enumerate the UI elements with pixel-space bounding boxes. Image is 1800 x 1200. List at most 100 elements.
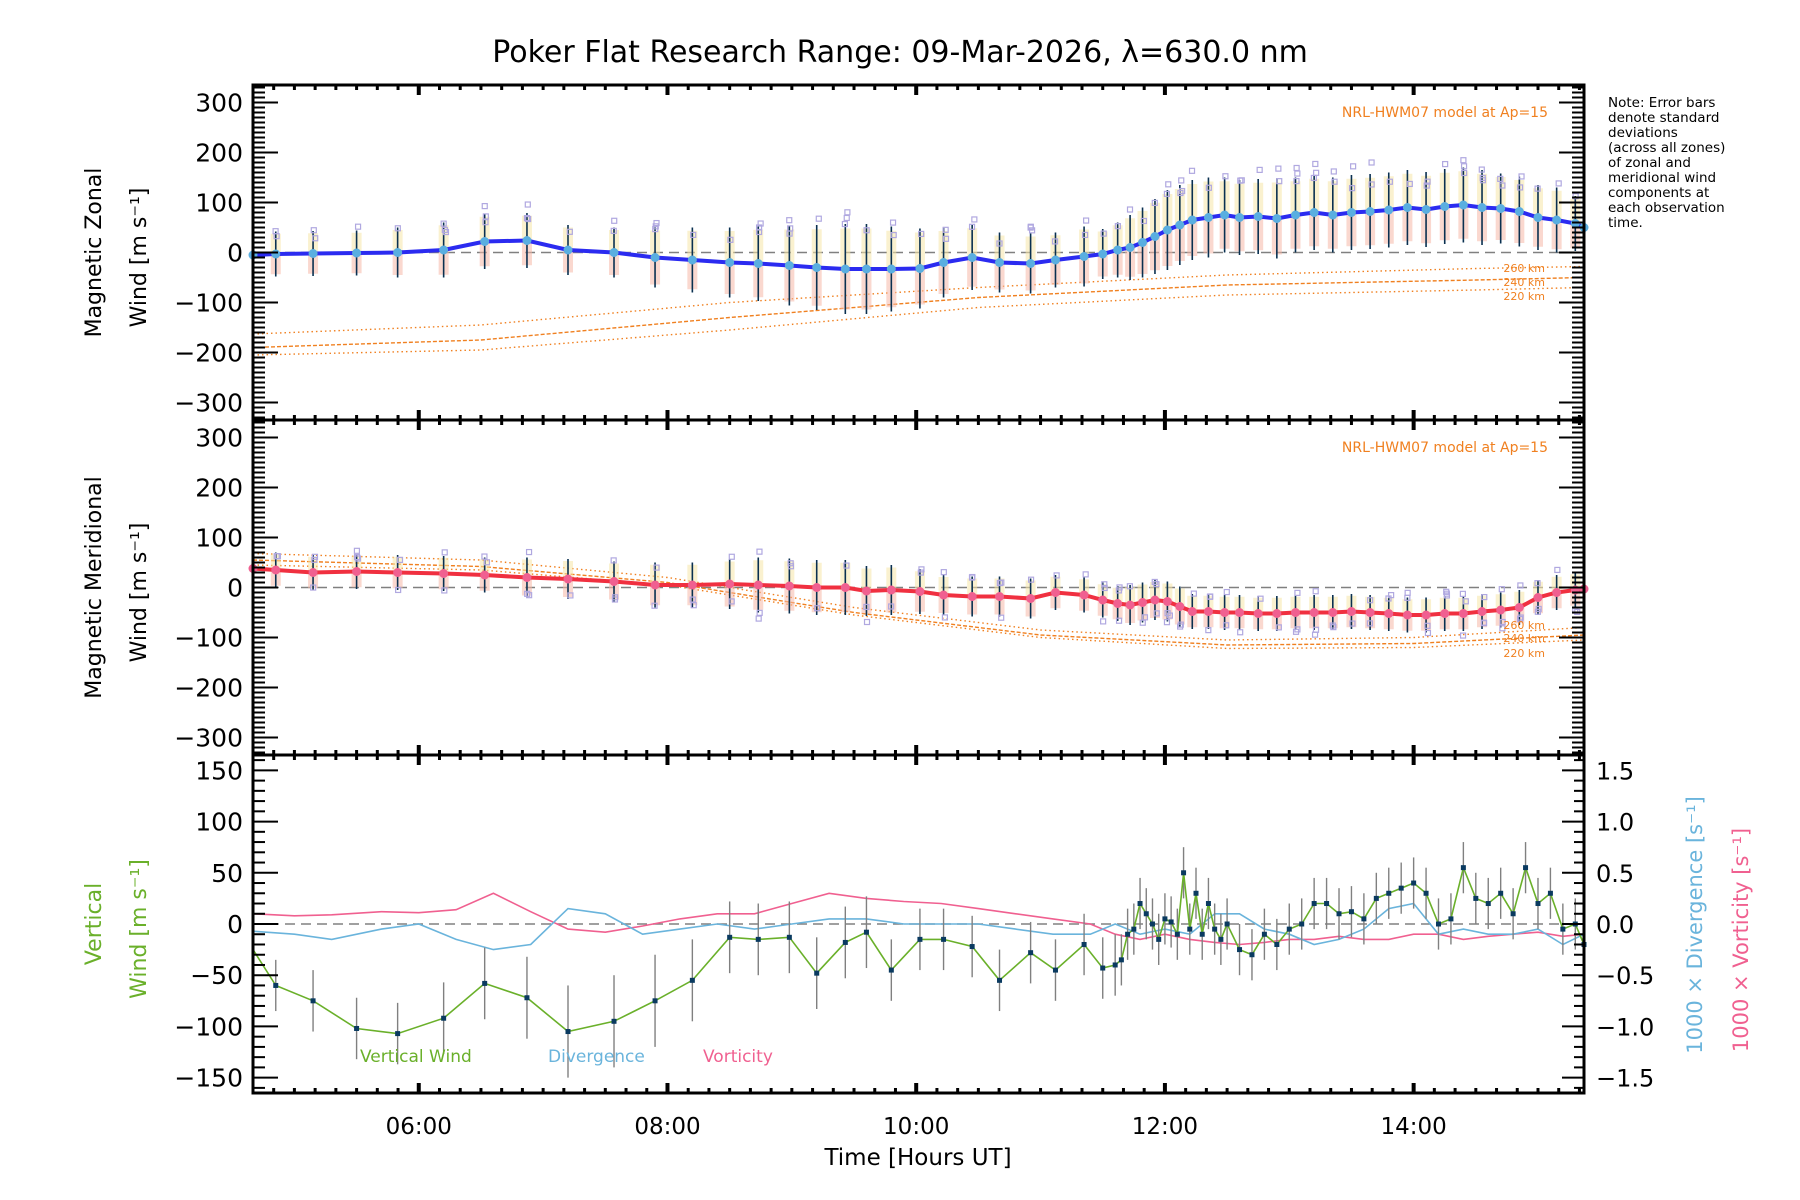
meridional-wind-point bbox=[1203, 607, 1213, 616]
y-tick-label: 300 bbox=[195, 89, 243, 118]
zone-point bbox=[1275, 624, 1282, 631]
x-tick-label: 08:00 bbox=[634, 1114, 700, 1140]
meridional-wind-point bbox=[915, 587, 925, 596]
vertical-wind-point bbox=[1212, 926, 1218, 932]
vertical-wind-point bbox=[1286, 926, 1292, 932]
zone-point bbox=[755, 224, 763, 231]
vertical-wind-point bbox=[611, 1018, 617, 1024]
zone-point bbox=[1331, 178, 1338, 185]
zone-point bbox=[1443, 590, 1450, 597]
zonal-wind-point bbox=[609, 248, 619, 257]
zone-point bbox=[440, 220, 447, 227]
zonal-wind-point bbox=[1514, 207, 1524, 216]
meridional-wind-point bbox=[650, 580, 660, 590]
zone-point bbox=[1460, 163, 1468, 170]
y-tick-label: −100 bbox=[174, 289, 243, 318]
zone-point bbox=[1100, 230, 1107, 237]
zone-point bbox=[1518, 173, 1525, 180]
vertical-wind-point bbox=[1547, 890, 1553, 896]
zone-point bbox=[1459, 632, 1467, 639]
zone-point bbox=[917, 569, 924, 576]
zone-point bbox=[1222, 173, 1229, 180]
zonal-wind-point bbox=[939, 258, 949, 267]
zone-point bbox=[1177, 621, 1184, 628]
zonal-wind-point bbox=[1440, 202, 1450, 211]
zone-point bbox=[863, 618, 871, 626]
zone-point bbox=[1294, 589, 1301, 596]
zone-point bbox=[353, 554, 361, 561]
zonal-wind-point bbox=[1552, 215, 1562, 225]
y-tick-label: 100 bbox=[195, 808, 243, 837]
zone-point bbox=[441, 549, 448, 556]
zone-point bbox=[689, 596, 696, 603]
vertical-wind-point bbox=[1535, 901, 1541, 907]
zone-point bbox=[1534, 185, 1541, 192]
zone-point bbox=[1101, 581, 1108, 588]
zonal-wind-point bbox=[1175, 220, 1185, 230]
zone-point bbox=[786, 217, 793, 224]
zone-point bbox=[653, 564, 660, 571]
zone-point bbox=[1368, 181, 1375, 188]
zone-point bbox=[611, 594, 619, 601]
zone-point bbox=[1163, 190, 1171, 197]
vertical-wind-point bbox=[941, 936, 947, 942]
x-tick-label: 12:00 bbox=[1132, 1114, 1198, 1140]
zonal-wind-point bbox=[915, 264, 925, 273]
meridional-wind-point bbox=[1458, 609, 1468, 618]
model-alt-label: 220 km bbox=[1503, 290, 1545, 303]
meridional-wind-point bbox=[1290, 608, 1300, 617]
vertical-wind-point bbox=[1423, 890, 1429, 896]
vertical-wind-point bbox=[727, 934, 733, 940]
model-curve-260-km bbox=[252, 265, 1585, 335]
zone-point bbox=[1178, 177, 1185, 184]
meridional-wind-point bbox=[812, 583, 822, 592]
zone-point bbox=[863, 603, 870, 611]
y-axis-label-line2: Wind [m s⁻¹] bbox=[127, 859, 152, 999]
zone-point bbox=[1367, 597, 1374, 604]
zone-point bbox=[863, 227, 870, 234]
zone-point bbox=[523, 214, 531, 222]
zone-point bbox=[755, 615, 762, 622]
note-line: time. bbox=[1608, 215, 1643, 231]
vertical-wind-point bbox=[1081, 941, 1087, 947]
zone-point bbox=[310, 227, 317, 234]
zonal-wind-point bbox=[840, 264, 850, 274]
vertical-wind-point bbox=[1199, 931, 1205, 937]
model-alt-label: 260 km bbox=[1503, 262, 1545, 275]
zone-point bbox=[727, 236, 734, 243]
vertical-wind-point bbox=[1162, 916, 1168, 922]
zone-point bbox=[843, 214, 850, 222]
vertical-wind-point bbox=[1131, 926, 1137, 932]
vertical-wind-point bbox=[997, 977, 1003, 983]
zonal-wind-point bbox=[1365, 207, 1375, 216]
zonal-wind-point bbox=[886, 264, 896, 274]
zone-point bbox=[1462, 598, 1469, 605]
vertical-wind-point bbox=[1398, 885, 1404, 891]
zone-point bbox=[1461, 169, 1468, 177]
zonal-wind-point bbox=[1050, 255, 1060, 265]
model-alt-label: 260 km bbox=[1503, 619, 1545, 632]
vertical-wind-point bbox=[441, 1015, 447, 1021]
note-line: deviations bbox=[1608, 125, 1678, 141]
meridional-wind-point bbox=[967, 592, 977, 601]
meridional-wind-point bbox=[939, 590, 949, 600]
vertical-wind-point bbox=[1436, 921, 1442, 927]
meridional-wind-point bbox=[609, 577, 619, 586]
x-tick-label: 14:00 bbox=[1380, 1114, 1446, 1140]
zone-point bbox=[918, 230, 925, 238]
meridional-wind-point bbox=[1050, 588, 1060, 597]
zone-point bbox=[1554, 566, 1561, 574]
vertical-wind-point bbox=[1411, 880, 1417, 886]
model-alt-label: 240 km bbox=[1503, 276, 1545, 289]
vertical-wind-point bbox=[755, 936, 761, 942]
zone-point bbox=[311, 556, 318, 563]
meridional-wind-point bbox=[1253, 609, 1263, 618]
zone-point bbox=[1534, 580, 1541, 587]
zonal-wind-point bbox=[1272, 214, 1282, 223]
zone-point bbox=[1423, 182, 1430, 189]
meridional-wind-point bbox=[563, 574, 573, 584]
zone-point bbox=[1313, 169, 1320, 176]
note-line: denote standard bbox=[1608, 110, 1720, 126]
zone-point bbox=[481, 553, 488, 560]
